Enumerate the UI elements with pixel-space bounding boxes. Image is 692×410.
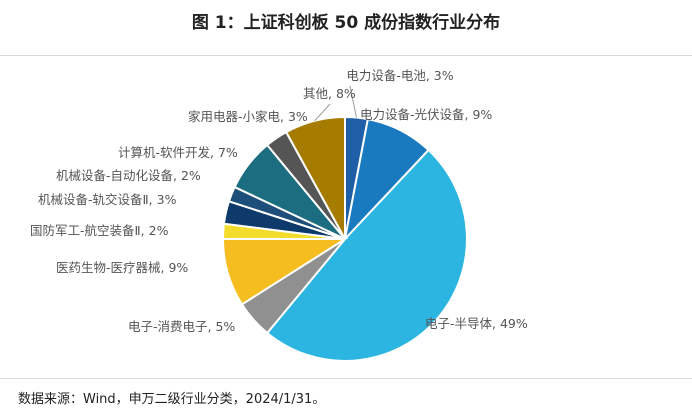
pie-slice-label: 其他, 8%: [303, 86, 356, 101]
top-divider: [0, 55, 692, 56]
source-note: 数据来源：Wind，申万二级行业分类，2024/1/31。: [18, 392, 326, 407]
pie-slice-label: 医药生物-医疗器械, 9%: [56, 260, 188, 275]
pie-labels: 电力设备-电池, 3% 电力设备-光伏设备, 9% 电子-半导体, 49% 电子-消费…: [30, 68, 528, 334]
pie-slice: [284, 115, 346, 240]
pie-chart: 电力设备-电池, 3% 电力设备-光伏设备, 9% 电子-半导体, 49% 电子-消费…: [30, 68, 528, 362]
pie-slice-label: 电子-半导体, 49%: [425, 316, 528, 331]
pie-slices: [221, 115, 468, 362]
chart-title: 图 1：上证科创板 50 成份指数行业分布: [191, 13, 501, 33]
pie-slice-label: 机械设备-自动化设备, 2%: [56, 168, 201, 183]
pie-slice-label: 家用电器-小家电, 3%: [188, 109, 308, 124]
pie-leader-line: [314, 103, 331, 122]
pie-slice: [265, 148, 468, 362]
pie-slice-label: 国防军工-航空装备Ⅱ, 2%: [30, 223, 169, 238]
pie-slice-label: 计算机-软件开发, 7%: [118, 145, 238, 160]
pie-leader-line: [349, 85, 357, 118]
bottom-divider: [0, 378, 692, 379]
pie-slice-label: 机械设备-轨交设备Ⅱ, 3%: [38, 192, 177, 207]
pie-slice-label: 电子-消费电子, 5%: [128, 319, 235, 334]
pie-slice-label: 电力设备-电池, 3%: [346, 68, 453, 83]
pie-leader-lines: [314, 85, 357, 122]
pie-slice-label: 电力设备-光伏设备, 9%: [360, 107, 492, 122]
